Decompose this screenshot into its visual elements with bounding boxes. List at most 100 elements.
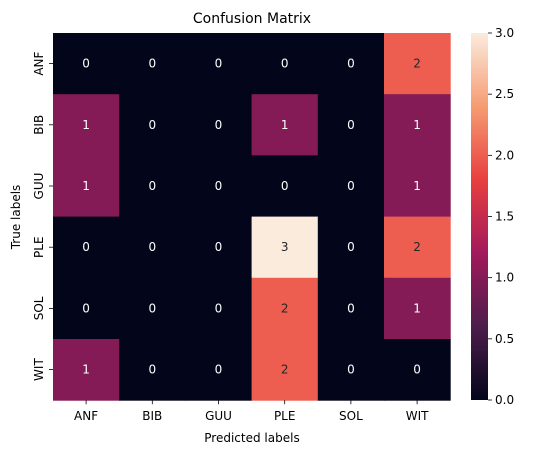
cell-value-label: 0	[215, 57, 223, 71]
heatmap-cell	[53, 155, 120, 218]
heatmap-cell	[384, 33, 451, 95]
heatmap-cell	[384, 155, 451, 218]
cell-value-label: 0	[281, 57, 289, 71]
y-axis-label: True labels	[9, 185, 23, 251]
colorbar-tick-label: 1.0	[495, 271, 514, 285]
cell-value-label: 1	[82, 118, 90, 132]
y-tick-label: BIB	[32, 115, 46, 135]
heatmap-cell	[119, 94, 186, 156]
y-axis-ticks: ANF BIB GUU PLE SOL WIT	[32, 51, 53, 381]
heatmap-cell	[185, 216, 253, 279]
y-tick-label: ANF	[32, 51, 46, 75]
x-tick-label: SOL	[339, 409, 363, 423]
heatmap-cell	[317, 94, 385, 156]
cell-value-label: 1	[82, 179, 90, 193]
heatmap-cell	[251, 339, 319, 401]
heatmap-cell	[251, 155, 319, 218]
heatmap-cell	[317, 33, 385, 95]
x-tick-label: WIT	[406, 409, 429, 423]
heatmap-cell	[119, 277, 186, 340]
cell-value-label: 0	[281, 179, 289, 193]
heatmap-cell	[53, 339, 120, 401]
chart-title: Confusion Matrix	[193, 11, 311, 27]
colorbar-tick-label: 2.5	[495, 87, 514, 101]
heatmap-cell	[251, 33, 319, 95]
colorbar-tick-label: 0.0	[495, 393, 514, 407]
cell-value-label: 0	[215, 363, 223, 377]
cell-value-label: 3	[281, 240, 289, 254]
cell-value-label: 0	[413, 363, 421, 377]
heatmap-cell	[185, 94, 253, 156]
cell-value-label: 2	[413, 240, 421, 254]
colorbar	[471, 33, 488, 400]
colorbar-tick-label: 2.0	[495, 148, 514, 162]
cell-value-label: 0	[347, 179, 355, 193]
heatmap-cell	[185, 33, 253, 95]
heatmap-cell	[53, 94, 120, 156]
cell-value-label: 0	[347, 240, 355, 254]
x-tick-label: ANF	[74, 409, 98, 423]
cell-value-label: 0	[148, 57, 156, 71]
cell-value-label: 0	[215, 118, 223, 132]
cell-value-label: 0	[215, 179, 223, 193]
cell-value-label: 0	[215, 301, 223, 315]
x-tick-label: GUU	[205, 409, 232, 423]
heatmap-cell	[53, 216, 120, 279]
heatmap-cell	[53, 33, 120, 95]
heatmap-cell	[317, 339, 385, 401]
heatmap-cell	[119, 216, 186, 279]
heatmap-cell	[119, 339, 186, 401]
y-tick-label: SOL	[32, 296, 46, 320]
cell-value-label: 1	[413, 118, 421, 132]
cell-value-label: 0	[148, 179, 156, 193]
cell-value-label: 0	[82, 57, 90, 71]
cell-value-label: 2	[281, 301, 289, 315]
heatmap-cell	[251, 94, 319, 156]
colorbar-tick-label: 1.5	[495, 210, 514, 224]
y-tick-label: PLE	[32, 236, 46, 258]
cell-value-label: 2	[281, 363, 289, 377]
cell-value-label: 2	[413, 57, 421, 71]
cell-value-label: 0	[82, 301, 90, 315]
heatmap-cell	[317, 216, 385, 279]
cell-value-label: 0	[148, 301, 156, 315]
cell-value-label: 0	[82, 240, 90, 254]
cell-value-label: 0	[148, 363, 156, 377]
cell-value-label: 1	[281, 118, 289, 132]
x-axis-ticks: ANF BIB GUU PLE SOL WIT	[74, 400, 429, 423]
heatmap-cell	[384, 216, 451, 279]
cell-value-label: 0	[215, 240, 223, 254]
heatmap-cell	[251, 216, 319, 279]
cell-value-label: 1	[413, 301, 421, 315]
cell-value-label: 0	[347, 57, 355, 71]
heatmap-cell	[185, 339, 253, 401]
heatmap-cell	[384, 94, 451, 156]
cell-value-label: 0	[148, 240, 156, 254]
y-tick-label: GUU	[32, 173, 46, 200]
cell-value-label: 0	[148, 118, 156, 132]
x-axis-label: Predicted labels	[204, 431, 299, 445]
x-tick-label: PLE	[274, 409, 296, 423]
heatmap-cell	[119, 33, 186, 95]
heatmap-grid: 0 0 0 0 0 2 1 0 0 1 0 1 1 0 0 0 0 1 0 0 0 3 0 2 0 0 0 2 0 1 1 0 0 2 0 0	[53, 33, 451, 401]
cell-value-label: 0	[347, 363, 355, 377]
x-tick-label: BIB	[142, 409, 162, 423]
heatmap-cell	[317, 155, 385, 218]
cell-value-label: 1	[413, 179, 421, 193]
cell-value-label: 1	[82, 363, 90, 377]
colorbar-tick-label: 0.5	[495, 332, 514, 346]
heatmap-cell	[53, 277, 120, 340]
colorbar-ticks: 0.0 0.5 1.0 1.5 2.0 2.5 3.0	[488, 26, 514, 407]
heatmap-cell	[185, 155, 253, 218]
heatmap-cell	[384, 277, 451, 340]
cell-value-label: 0	[347, 118, 355, 132]
y-tick-label: WIT	[32, 358, 46, 381]
heatmap-cell	[119, 155, 186, 218]
heatmap-cell	[185, 277, 253, 340]
colorbar-tick-label: 3.0	[495, 26, 514, 40]
heatmap-cell	[251, 277, 319, 340]
heatmap-cell	[384, 339, 451, 401]
heatmap-cell	[317, 277, 385, 340]
cell-value-label: 0	[347, 301, 355, 315]
